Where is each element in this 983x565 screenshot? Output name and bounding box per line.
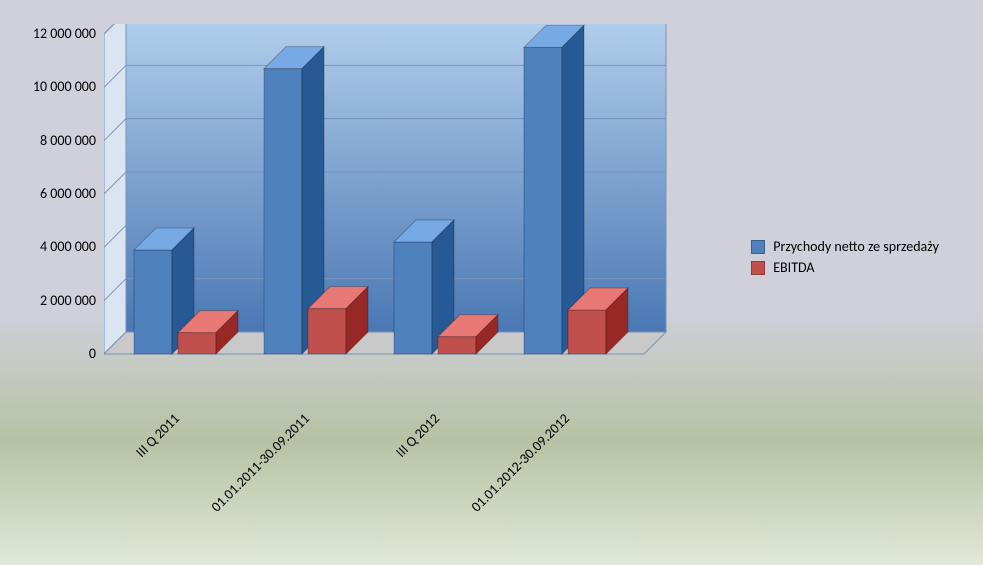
y-tick-label: 12 000 000	[14, 25, 96, 42]
x-tick-label: III Q 2011	[132, 410, 183, 461]
legend-swatch	[751, 261, 765, 275]
x-tick-label: III Q 2012	[392, 410, 443, 461]
y-tick-label: 2 000 000	[14, 292, 96, 309]
chart-svg	[104, 24, 674, 394]
legend-label: EBITDA	[773, 259, 814, 276]
chart-container: 0 2 000 000 4 000 000 6 000 000 8 000 000 10 …	[0, 0, 983, 565]
legend-item: Przychody netto ze sprzedaży	[751, 238, 939, 255]
legend-item: EBITDA	[751, 259, 939, 276]
y-tick-label: 8 000 000	[14, 132, 96, 149]
y-tick-label: 10 000 000	[14, 78, 96, 95]
legend-label: Przychody netto ze sprzedaży	[773, 238, 939, 255]
y-tick-label: 0	[14, 345, 96, 362]
y-tick-label: 6 000 000	[14, 185, 96, 202]
chart-panel: 0 2 000 000 4 000 000 6 000 000 8 000 000 10 …	[14, 14, 969, 551]
plot-area	[104, 24, 674, 394]
y-tick-label: 4 000 000	[14, 238, 96, 255]
legend: Przychody netto ze sprzedaży EBITDA	[751, 234, 939, 280]
x-axis: III Q 2011 01.01.2011-30.09.2011 III Q 201…	[104, 402, 674, 552]
x-tick-label: 01.01.2012-30.09.2012	[468, 410, 573, 515]
legend-swatch	[751, 240, 765, 254]
x-tick-label: 01.01.2011-30.09.2011	[208, 410, 313, 515]
